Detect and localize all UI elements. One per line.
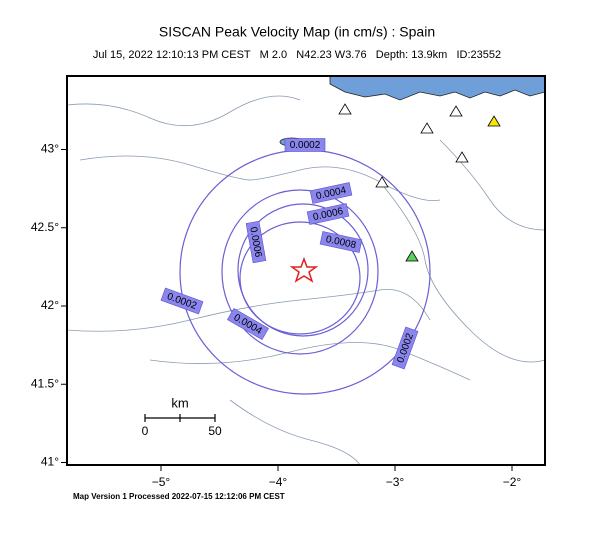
x-tick-label: −3° bbox=[386, 475, 405, 489]
scale-unit: km bbox=[171, 395, 188, 410]
scale-bar bbox=[144, 414, 216, 422]
contour-label: 0.0006 bbox=[306, 203, 350, 225]
contour-label-box bbox=[306, 203, 350, 225]
contour-label-box bbox=[160, 287, 204, 315]
y-tick-label: 41.5° bbox=[31, 376, 59, 390]
scale-tick: 50 bbox=[208, 424, 222, 438]
contour-label-box bbox=[309, 182, 353, 204]
scale-tick: 0 bbox=[142, 424, 149, 438]
contour-label-box bbox=[391, 326, 419, 370]
contour-label-box bbox=[284, 138, 326, 152]
x-tick-label: −4° bbox=[269, 475, 288, 489]
contour-label: 0.0004 bbox=[309, 182, 353, 204]
subtitle: Jul 15, 2022 12:10:13 PM CEST M 2.0 N42.… bbox=[93, 49, 501, 61]
contour bbox=[237, 203, 369, 337]
footer: Map Version 1 Processed 2022-07-15 12:12… bbox=[73, 492, 285, 501]
contour-label: 0.0006 bbox=[245, 220, 267, 264]
x-tick-label: −5° bbox=[152, 475, 171, 489]
land bbox=[67, 76, 545, 465]
contour bbox=[221, 189, 379, 355]
sea bbox=[329, 75, 546, 101]
y-tick-label: 42° bbox=[41, 298, 59, 312]
contour-label-box bbox=[319, 231, 363, 253]
stations bbox=[338, 103, 501, 262]
y-tick-label: 41° bbox=[41, 455, 59, 469]
epicenter bbox=[289, 256, 319, 283]
contour-label-box bbox=[227, 307, 269, 341]
contour-label-text: 0.0002 bbox=[290, 140, 321, 151]
contour-label-text: 0.0006 bbox=[247, 226, 263, 258]
x-tick-label: −2° bbox=[503, 475, 522, 489]
map-area: 0.00020.00040.00060.00080.00060.00020.00… bbox=[66, 75, 546, 466]
y-tick-label: 43° bbox=[41, 142, 59, 156]
y-tick-label: 42.5° bbox=[31, 220, 59, 234]
frame bbox=[66, 75, 546, 466]
contour-label-box bbox=[245, 220, 267, 264]
contour-label: 0.0002 bbox=[284, 138, 326, 152]
title: SISCAN Peak Velocity Map (in cm/s) : Spa… bbox=[159, 24, 435, 40]
contour bbox=[239, 221, 361, 335]
contour-label: 0.0008 bbox=[319, 231, 363, 253]
